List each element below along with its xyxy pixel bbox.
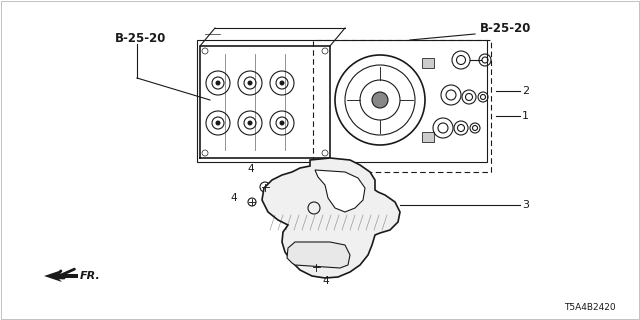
Text: 4: 4 <box>230 193 237 203</box>
Text: 3: 3 <box>522 200 529 210</box>
Circle shape <box>248 81 253 85</box>
Bar <box>313 40 491 172</box>
Circle shape <box>248 121 253 125</box>
Text: B-25-20: B-25-20 <box>115 31 166 44</box>
Text: B-25-20: B-25-20 <box>480 21 531 35</box>
Polygon shape <box>287 242 350 268</box>
Polygon shape <box>315 170 365 212</box>
Bar <box>422 58 434 68</box>
Text: 1: 1 <box>522 111 529 121</box>
Text: 4: 4 <box>323 276 330 286</box>
Circle shape <box>372 92 388 108</box>
Polygon shape <box>44 270 78 282</box>
Circle shape <box>280 81 285 85</box>
Bar <box>197 40 487 162</box>
Text: 2: 2 <box>522 86 529 96</box>
Text: T5A4B2420: T5A4B2420 <box>564 303 616 313</box>
Text: FR.: FR. <box>80 271 100 281</box>
Circle shape <box>216 81 221 85</box>
Polygon shape <box>262 158 400 278</box>
Bar <box>422 132 434 142</box>
Text: 4: 4 <box>248 164 254 174</box>
Circle shape <box>216 121 221 125</box>
Circle shape <box>280 121 285 125</box>
